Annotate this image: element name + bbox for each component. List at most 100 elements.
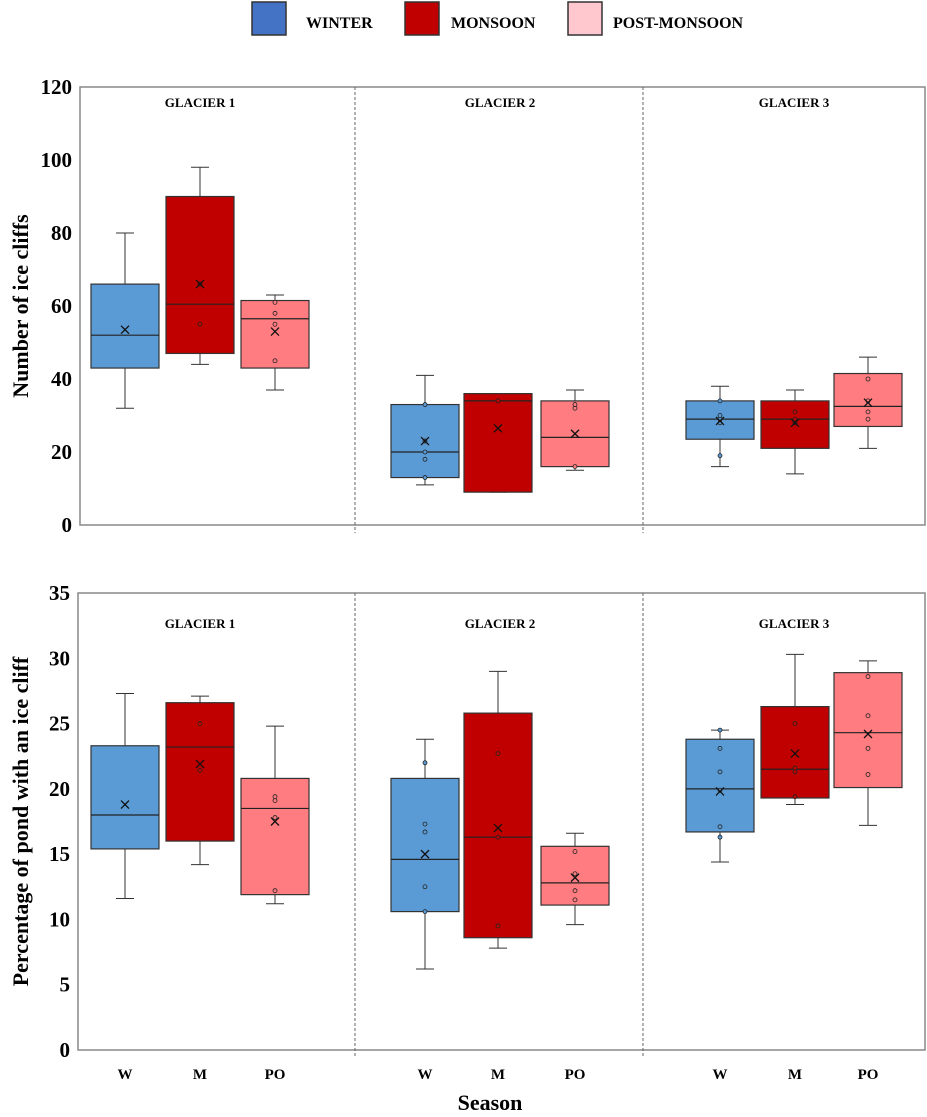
data-point [272,798,278,804]
data-point [422,402,428,407]
y-tick-label: 15 [49,842,70,866]
legend-item-monsoon: MONSOON [404,1,536,36]
y-axis-title: Number of ice cliffs [8,214,33,398]
x-category-label: M [193,1067,207,1083]
box-m [463,393,533,493]
y-tick-label: 35 [49,581,70,605]
box-w [90,232,160,409]
mean-marker [120,325,130,335]
box-po [540,832,610,926]
box-w [390,738,460,970]
legend-item-winter: WINTER [251,1,373,36]
x-category-label: PO [265,1067,286,1083]
data-point [792,416,798,422]
box-po [240,294,310,391]
data-point [495,834,501,840]
box-w [685,727,755,863]
legend-swatch [404,1,440,36]
data-point [272,794,278,800]
data-point [717,834,723,840]
box-iqr [165,195,235,355]
data-point [792,769,798,775]
plot-frame [77,592,926,1051]
x-category-label: PO [565,1067,586,1083]
data-point [272,299,278,305]
data-point [717,745,723,751]
data-point [865,674,871,679]
data-point [792,409,798,415]
panel-1: 0 20 40 60 80 100 120 Number of ice cliffs GLACI… [8,75,926,537]
y-tick-label: 30 [49,646,70,670]
data-point [422,449,428,455]
mean-marker [270,327,280,337]
x-axis-title: Season [458,1090,523,1115]
data-point [422,884,428,890]
data-point [572,849,578,854]
legend-label: POST-MONSOON [613,15,744,32]
mean-marker [493,823,503,833]
legend-item-post-monsoon: POST-MONSOON [567,1,744,36]
data-point [422,760,428,766]
data-point [865,416,871,422]
data-point [272,888,278,894]
data-point [197,768,203,773]
y-tick-label: 40 [51,367,72,391]
legend-label: MONSOON [451,15,536,32]
box-iqr [90,283,160,369]
data-point [717,413,723,418]
data-point [495,751,501,757]
group-label: GLACIER 1 [165,616,235,631]
data-point [717,453,723,459]
y-tick-label: 10 [49,907,70,931]
data-point [572,897,578,903]
mean-marker [570,429,580,439]
data-point [865,376,871,382]
legend-label: WINTER [306,15,373,32]
y-tick-label: 5 [60,973,71,997]
y-tick-label: 80 [51,221,72,245]
data-point [572,464,578,470]
data-point [572,888,578,894]
mean-marker [195,759,205,769]
data-point [272,815,278,820]
group-label: GLACIER 3 [759,616,830,631]
y-tick-label: 0 [62,513,73,537]
data-point [495,398,501,404]
panel-2: 0 5 10 15 20 25 30 35 Percentage of pond with an… [8,581,926,1115]
y-tick-label: 25 [49,712,70,736]
data-point [422,909,428,914]
mean-marker [420,436,430,446]
x-category-label: M [788,1067,802,1083]
box-po [833,660,903,826]
box-m [165,166,235,365]
plot-frame [79,86,926,526]
y-tick-label: 60 [51,294,72,318]
mean-marker [863,398,873,408]
x-category-label: PO [858,1067,879,1083]
group-label: GLACIER 1 [165,95,235,110]
box-iqr [463,393,533,493]
box-w [390,374,460,486]
data-point [792,765,798,771]
box-m [760,653,830,806]
box-iqr [390,777,460,913]
box-iqr [90,745,160,850]
box-iqr [240,299,310,369]
data-point [572,871,578,877]
box-iqr [463,712,533,939]
legend-swatch [567,1,603,36]
mean-marker [120,800,130,809]
x-category-label: W [418,1067,433,1083]
y-tick-label: 20 [51,440,72,464]
data-point [272,310,278,316]
data-point [717,398,723,404]
box-m [463,670,533,949]
mean-marker [195,279,205,289]
data-point [572,402,578,407]
y-tick-label: 20 [49,777,70,801]
mean-marker [570,873,580,883]
data-point [865,409,871,415]
mean-marker [790,749,800,759]
box-m [165,695,235,866]
